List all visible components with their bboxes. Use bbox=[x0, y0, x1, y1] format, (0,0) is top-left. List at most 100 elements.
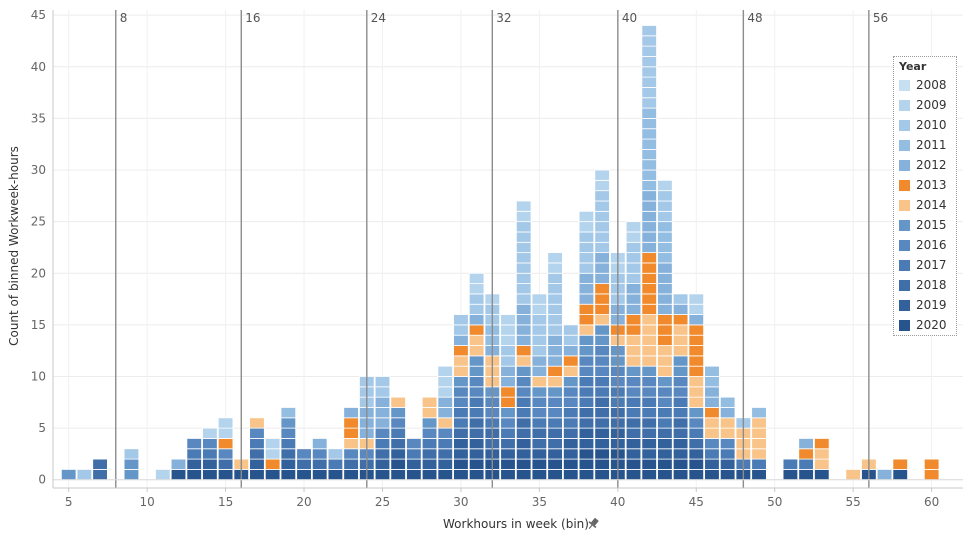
bar-segment-2019 bbox=[657, 448, 673, 460]
bar-segment-2015 bbox=[515, 365, 532, 377]
bar-segment-2017 bbox=[327, 458, 344, 470]
bar-segment-2010 bbox=[515, 221, 532, 233]
bar-segment-2012 bbox=[374, 417, 391, 429]
bar-segment-2017 bbox=[374, 438, 391, 450]
legend-swatch bbox=[899, 239, 910, 251]
legend-item-2018[interactable]: 2018 bbox=[899, 277, 947, 293]
bar-segment-2020 bbox=[672, 458, 689, 470]
bar-segment-2010 bbox=[641, 97, 657, 109]
bar-segment-2014 bbox=[390, 396, 406, 408]
bar-segment-2010 bbox=[547, 303, 563, 315]
bar-segment-2009 bbox=[547, 252, 563, 264]
bar-segment-2014 bbox=[688, 386, 705, 398]
bar-segment-2020 bbox=[578, 448, 595, 460]
bar-segment-2011 bbox=[704, 365, 720, 377]
y-axis-title: Count of binned Workweek-hours bbox=[7, 146, 21, 346]
bar-segment-2014 bbox=[641, 334, 657, 346]
bar-segment-2020 bbox=[374, 469, 391, 481]
bar-segment-2017 bbox=[578, 376, 595, 388]
bar-segment-2020 bbox=[531, 458, 548, 470]
bar-segment-2010 bbox=[531, 314, 548, 326]
bar-segment-2012 bbox=[515, 314, 532, 326]
legend-item-2017[interactable]: 2017 bbox=[899, 257, 947, 273]
y-tick-label: 30 bbox=[31, 163, 46, 177]
bar-segment-2017 bbox=[782, 458, 799, 470]
bar-segment-2018 bbox=[311, 458, 328, 470]
legend-item-2012[interactable]: 2012 bbox=[899, 157, 947, 173]
bar-segment-2020 bbox=[719, 469, 736, 481]
legend-item-2015[interactable]: 2015 bbox=[899, 217, 947, 233]
bar-segment-2014 bbox=[641, 314, 657, 326]
bar-segment-2009 bbox=[594, 169, 610, 181]
bar-segment-2010 bbox=[594, 190, 610, 202]
bar-segment-2010 bbox=[531, 334, 548, 346]
bar-segment-2014 bbox=[578, 324, 595, 336]
bar-segment-2012 bbox=[594, 252, 610, 264]
legend-item-2009[interactable]: 2009 bbox=[899, 97, 947, 113]
legend[interactable]: Year 2008 2009 2010 2011 2012 2013 2014 2015 201… bbox=[893, 56, 957, 336]
bar-segment-2020 bbox=[641, 469, 657, 481]
bar-segment-2019 bbox=[547, 448, 563, 460]
bar-segment-2020 bbox=[249, 469, 265, 481]
bar-segment-2009 bbox=[688, 293, 705, 305]
bar-segment-2009 bbox=[500, 314, 516, 326]
bar-segment-2009 bbox=[437, 365, 453, 377]
bar-segment-2012 bbox=[437, 396, 453, 408]
y-tick-label: 40 bbox=[31, 60, 46, 74]
bar-segment-2009 bbox=[688, 303, 705, 315]
bar-segment-2011 bbox=[657, 241, 673, 254]
bar-segment-2020 bbox=[782, 469, 799, 481]
y-tick-label: 5 bbox=[38, 421, 46, 435]
bar-segment-2018 bbox=[657, 427, 673, 439]
legend-item-2020[interactable]: 2020 bbox=[899, 317, 947, 333]
bar-segment-2010 bbox=[625, 272, 642, 284]
bar-segment-2013 bbox=[688, 334, 705, 346]
bar-segment-2020 bbox=[327, 469, 344, 481]
bar-segment-2020 bbox=[421, 469, 438, 481]
bar-segment-2010 bbox=[657, 200, 673, 212]
pin-icon[interactable] bbox=[586, 517, 601, 532]
bar-segment-2013 bbox=[563, 355, 579, 367]
bar-segment-2020 bbox=[751, 469, 767, 481]
bar-segment-2019 bbox=[186, 458, 202, 470]
bar-segment-2016 bbox=[343, 448, 359, 460]
bar-segment-2010 bbox=[594, 221, 610, 233]
bar-segment-2009 bbox=[500, 334, 516, 346]
legend-item-2010[interactable]: 2010 bbox=[899, 117, 947, 133]
bar-segment-2019 bbox=[625, 448, 642, 460]
bar-segment-2011 bbox=[704, 376, 720, 388]
legend-item-2013[interactable]: 2013 bbox=[899, 177, 947, 193]
bar-segment-2019 bbox=[453, 438, 469, 450]
bar-segment-2010 bbox=[500, 345, 516, 357]
bar-segment-2012 bbox=[374, 396, 391, 408]
bar-segment-2017 bbox=[704, 448, 720, 460]
bar-segment-2019 bbox=[437, 458, 453, 470]
bar-segment-2010 bbox=[453, 324, 469, 336]
legend-item-2019[interactable]: 2019 bbox=[899, 297, 947, 313]
bar-segment-2020 bbox=[531, 469, 548, 481]
x-tick-label: 55 bbox=[846, 495, 861, 509]
bar-segment-2020 bbox=[500, 469, 516, 481]
bar-segment-2010 bbox=[547, 324, 563, 336]
bar-segment-2014 bbox=[453, 365, 469, 377]
legend-item-2011[interactable]: 2011 bbox=[899, 137, 947, 153]
bar-segment-2018 bbox=[547, 438, 563, 450]
legend-item-2016[interactable]: 2016 bbox=[899, 237, 947, 253]
bar-segment-2011 bbox=[280, 407, 297, 419]
bar-segment-2017 bbox=[406, 448, 422, 460]
bar-segment-2012 bbox=[311, 438, 328, 450]
bar-segment-2019 bbox=[578, 438, 595, 450]
legend-item-2014[interactable]: 2014 bbox=[899, 197, 947, 213]
bar-segment-2013 bbox=[641, 303, 657, 315]
bar-segment-2014 bbox=[594, 314, 610, 326]
bar-segment-2018 bbox=[641, 427, 657, 439]
legend-item-2008[interactable]: 2008 bbox=[899, 77, 947, 93]
legend-swatch bbox=[899, 119, 910, 131]
reference-line-label: 32 bbox=[496, 11, 511, 25]
bar-segment-2014 bbox=[845, 469, 861, 481]
reference-line-label: 48 bbox=[747, 11, 762, 25]
y-tick-label: 0 bbox=[38, 473, 46, 487]
bar-segment-2015 bbox=[578, 345, 595, 357]
bar-segment-2017 bbox=[578, 386, 595, 398]
legend-label: 2017 bbox=[916, 258, 947, 272]
